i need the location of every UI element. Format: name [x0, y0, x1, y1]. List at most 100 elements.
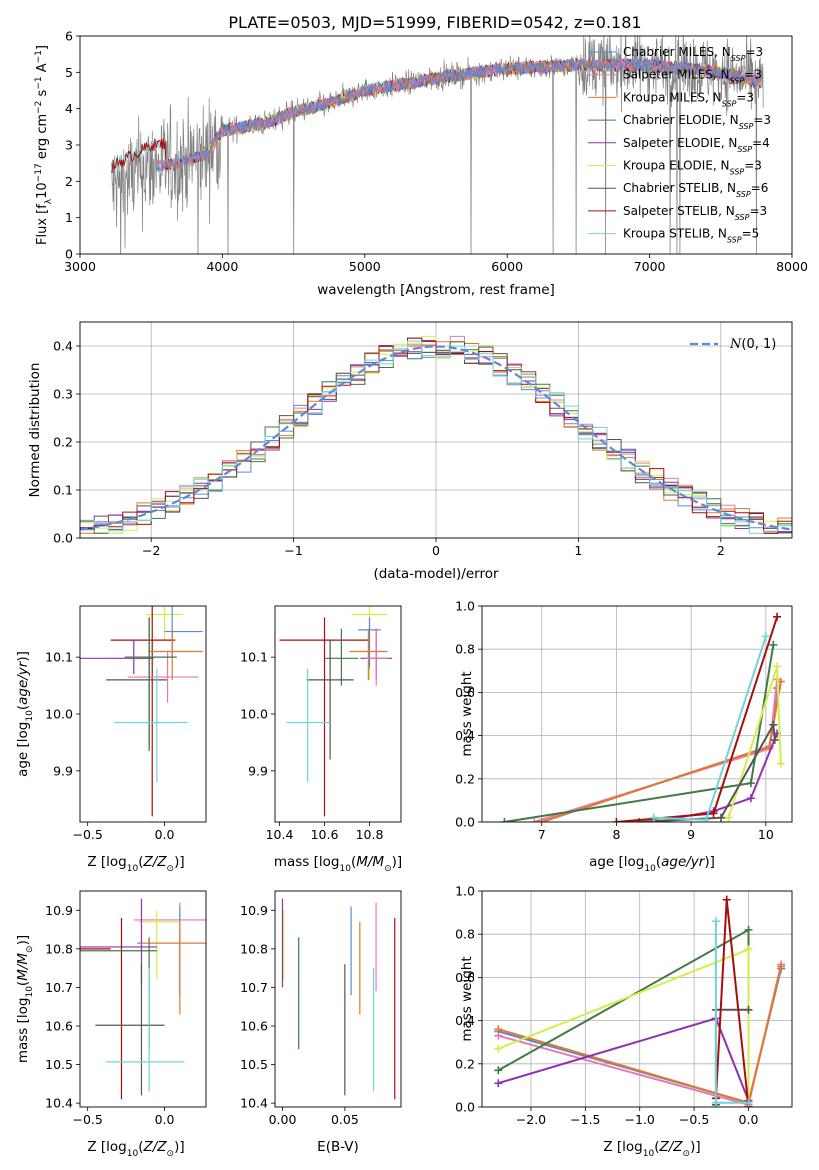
y-tick-label: 0.1 [53, 483, 73, 498]
x-tick-label: −1.5 [570, 1112, 600, 1127]
axis-label-part: ] [35, 45, 50, 50]
residuals-marks [80, 335, 792, 534]
axis-label-part: ( [656, 854, 661, 870]
axis-label-part: )] [704, 854, 715, 870]
legend-normal-label: N(0, 1) [729, 337, 776, 352]
y-tick-label: 10.1 [240, 650, 268, 665]
axis-label-part: mass weight [459, 671, 475, 756]
axis-label-part: ( [15, 981, 31, 986]
mw-age-marker-kroupa_miles [537, 818, 546, 822]
mw-age-line-chabrier_stelib [638, 721, 776, 822]
y-tick-label: 0.4 [53, 339, 73, 354]
mass_vs_Z-panel: −0.5 0.010.410.510.610.710.810.9Z [log10(… [15, 890, 207, 1159]
y-tick-label: 0.3 [53, 387, 73, 402]
y-tick-label: 0.2 [455, 1056, 475, 1071]
axis-label-part: age [log [589, 854, 644, 870]
x-tick-label: 0.0 [155, 827, 175, 842]
mw-age-marker-kroupa_stelib [702, 815, 711, 822]
mw-Z-marker-kroupa_miles [777, 962, 786, 971]
axis-label-part: −2 [34, 101, 44, 114]
axis-label: E(B-V) [317, 1139, 359, 1155]
axis-label-part: )] [690, 1139, 701, 1155]
axis-label-part: Z [log [603, 1139, 642, 1155]
legend-model: Kroupa STELIB, N [623, 227, 727, 241]
mw-Z-line-salpeter_stelib [714, 899, 750, 1107]
residual-hist-kroupa_stelib [80, 340, 792, 534]
axes-frame [79, 321, 793, 539]
y-tick-label: 10.4 [240, 1096, 268, 1111]
legend-nssp: =3 [753, 113, 771, 127]
y-tick-label: 5 [65, 65, 73, 80]
axis-label-part: Z/Z [142, 854, 167, 870]
mw-Z-marker-kroupa_stelib [744, 1098, 753, 1107]
axis-label-part: ( [138, 854, 143, 870]
axes-frame [481, 605, 793, 823]
axis-label-part: )] [15, 651, 31, 662]
legend-model: Kroupa ELODIE, N [623, 159, 730, 173]
legend-model: Chabrier STELIB, N [623, 181, 736, 195]
axis-label-part: age [log [15, 722, 31, 777]
x-tick-label: 10 [758, 827, 774, 842]
legend-model: Salpeter STELIB, N [623, 204, 735, 218]
legend-subscript: SSP [736, 190, 751, 199]
x-tick-label: 10.6 [311, 827, 339, 842]
axis-label-part: 10 [127, 864, 139, 874]
mw-Z-marker-chabrier_elodie [494, 1066, 503, 1075]
x-tick-label: 0.0 [739, 1112, 759, 1127]
axis-label-part: ( [351, 854, 356, 870]
axis-label-part: −1 [34, 76, 44, 89]
axis-label-part: ⊙ [384, 864, 392, 874]
y-tick-label: 10.1 [45, 650, 73, 665]
spectrum-model-chabrier_miles [156, 57, 761, 173]
y-tick-label: 9.9 [53, 763, 73, 778]
age_vs_mass-panel: 10.4 10.6 10.8 9.9 10.0 10.1 mass [log10(M/M⊙)… [240, 605, 402, 874]
residuals-panel: −2 −1 0 1 2 0.0 0.1 0.2 0.3 0.4 N(0, 1) (data-model… [27, 321, 793, 582]
mass_vs_ebv-panel: 0.00 0.05 10.4 10.5 10.6 10.7 10.8 10.9 E(B-V) [240, 890, 402, 1155]
legend-model: Kroupa MILES, N [623, 90, 722, 104]
axis-label: Z [log10(Z/Z⊙)] [87, 1139, 184, 1159]
legend-nssp: =3 [744, 68, 762, 82]
axis-label-part: (data-model)/error [373, 566, 499, 582]
axis-label: age [log10(age/yr)] [15, 651, 35, 777]
mw-age-line-kroupa_elodie [616, 666, 782, 822]
y-tick-label: 0.4 [455, 728, 475, 743]
axes-frame [79, 605, 207, 823]
age_vs_Z-panel: −0.5 0.09.910.010.1Z [log10(Z/Z⊙)]age [lo… [15, 605, 207, 874]
spectrum-marks [110, 36, 764, 254]
axis-label-part: ⊙ [25, 945, 35, 953]
mw-age-marker-chabrier_elodie [746, 779, 755, 788]
axis-label-part: erg cm [35, 114, 50, 163]
axis-label: wavelength [Angstrom, rest frame] [317, 282, 555, 298]
x-tick-label: 8 [612, 827, 620, 842]
axis-label-part: )] [174, 854, 185, 870]
mw-age-line-salpeter_miles [534, 679, 779, 822]
y-tick-label: 10.0 [240, 707, 268, 722]
axis-label-part: Z/Z [142, 1139, 167, 1155]
y-tick-label: 0.8 [455, 642, 475, 657]
y-tick-label: 10.4 [45, 1096, 73, 1111]
legend-model: Salpeter MILES, N [623, 68, 730, 82]
axis-label-part: A [35, 63, 50, 76]
y-tick-label: 0.0 [455, 1100, 475, 1115]
y-tick-label: 0.0 [53, 531, 73, 546]
axis-label-part: age/yr [661, 854, 706, 870]
axis-label-part: mass [log [15, 998, 31, 1064]
legend-nssp: =3 [744, 159, 762, 173]
legend-entry-kroupa_stelib: Kroupa STELIB, NSSP=5 [623, 227, 759, 245]
age_vs_mass-marks [279, 606, 392, 817]
axis-label-part: Z [log [87, 854, 126, 870]
mw-Z-line-salpeter_elodie [498, 1017, 750, 1101]
y-tick-label: 4 [65, 101, 73, 116]
legend-nssp: =6 [751, 181, 769, 195]
legend-model: Chabrier ELODIE, N [623, 113, 739, 127]
axis-label-part: −17 [34, 163, 44, 182]
x-tick-label: −0.5 [679, 1112, 709, 1127]
axis-label-part: −1 [34, 50, 44, 63]
y-tick-label: 1.0 [455, 884, 475, 899]
y-tick-label: 10.7 [45, 980, 73, 995]
legend-nssp: =3 [736, 90, 754, 104]
mw-age-marker-salpeter_elodie [746, 794, 755, 803]
axis-label-part: mass weight [459, 956, 475, 1041]
